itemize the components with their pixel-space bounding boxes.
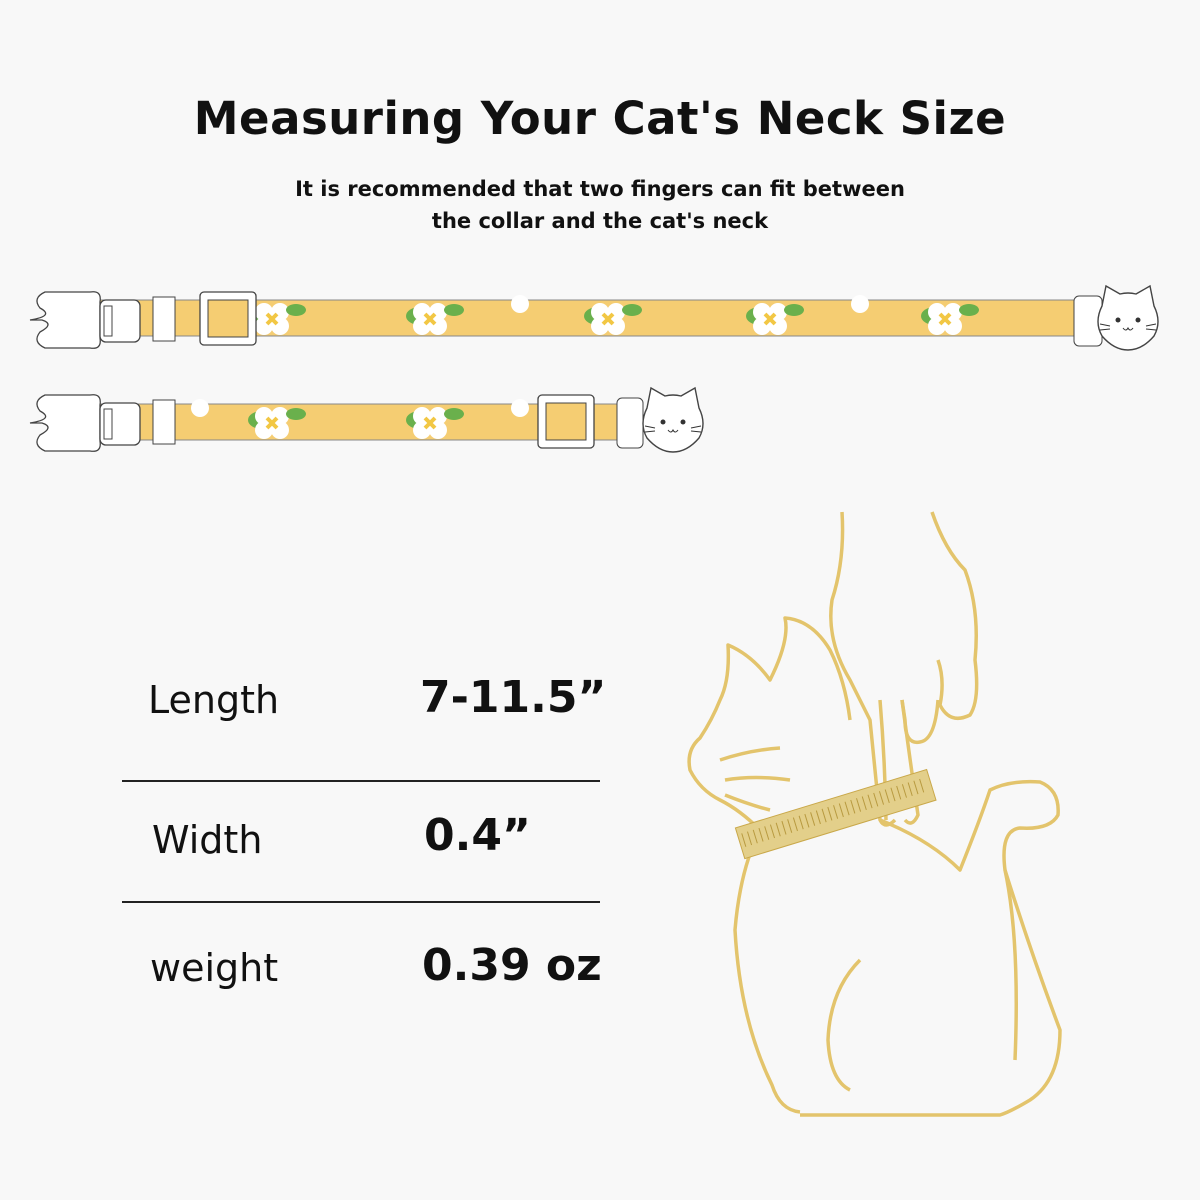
collar-long <box>29 285 1159 351</box>
measuring-tape-icon <box>734 768 937 860</box>
spec-label-width: Width <box>152 818 263 862</box>
spec-value-length: 7-11.5” <box>420 672 607 723</box>
spec-value-weight: 0.39 oz <box>422 940 602 991</box>
subtitle-line-1: It is recommended that two fingers can f… <box>295 177 905 201</box>
cat-outline-illustration <box>687 616 1062 1117</box>
divider <box>122 780 600 782</box>
divider <box>122 901 600 903</box>
spec-value-width: 0.4” <box>424 810 531 861</box>
collar-buckle-icon <box>29 291 141 349</box>
subtitle-line-2: the collar and the cat's neck <box>431 209 769 233</box>
hand-illustration <box>829 511 979 827</box>
collar-short <box>29 387 704 453</box>
page-title: Measuring Your Cat's Neck Size <box>193 92 1007 145</box>
spec-label-length: Length <box>148 678 280 722</box>
cat-face-charm-icon <box>1097 285 1159 351</box>
spec-label-weight: weight <box>150 946 279 990</box>
